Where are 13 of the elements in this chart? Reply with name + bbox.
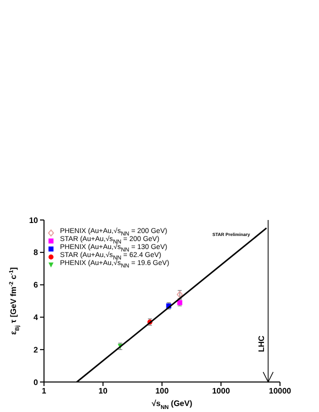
y-tick-label: 6 xyxy=(34,280,39,290)
x-tick-label: 1 xyxy=(42,386,47,396)
x-tick-label: 10000 xyxy=(268,386,292,396)
y-tick-label: 10 xyxy=(29,216,39,225)
x-tick-label: 1000 xyxy=(212,386,230,396)
y-tick-label: 0 xyxy=(34,378,39,387)
ref-line-label: LHC xyxy=(257,335,266,352)
x-tick-label: 10 xyxy=(98,386,108,396)
x-tick-label: 100 xyxy=(155,386,170,396)
y-tick-label: 2 xyxy=(34,345,39,354)
y-tick-label: 8 xyxy=(34,248,39,258)
x-axis-title: √s$_{NN}$ (GeV) xyxy=(152,399,193,411)
y-tick-label: 4 xyxy=(34,313,39,322)
